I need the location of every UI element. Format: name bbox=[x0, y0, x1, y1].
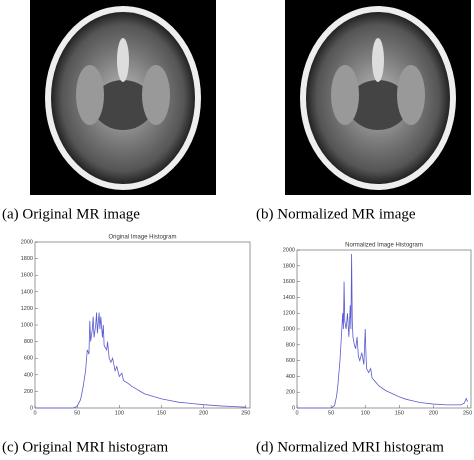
histogram-line bbox=[297, 253, 468, 409]
x-tick-label: 250 bbox=[463, 410, 472, 416]
x-tick-label: 150 bbox=[395, 410, 404, 416]
x-tick-label: 150 bbox=[157, 410, 166, 416]
chart-title: Normalized Image Histogram bbox=[345, 243, 423, 249]
x-tick-label: 200 bbox=[429, 410, 438, 416]
y-tick-label: 1200 bbox=[21, 306, 33, 312]
y-tick-label: 400 bbox=[24, 372, 33, 378]
y-tick-label: 600 bbox=[24, 356, 33, 362]
y-tick-label: 400 bbox=[286, 374, 295, 380]
image-caption: (b) Normalized MR image bbox=[256, 206, 416, 222]
y-tick-label: 0 bbox=[292, 405, 295, 411]
plot-frame bbox=[34, 241, 251, 409]
x-tick-label: 50 bbox=[328, 410, 334, 416]
y-tick-label: 1200 bbox=[283, 311, 295, 317]
chart-caption: (d) Normalized MRI histogram bbox=[256, 439, 444, 455]
x-tick-label: 100 bbox=[115, 410, 124, 416]
plot-frame bbox=[296, 249, 472, 409]
x-tick-label: 0 bbox=[33, 410, 36, 416]
y-tick-label: 200 bbox=[286, 390, 295, 396]
y-tick-label: 800 bbox=[286, 342, 295, 348]
y-tick-label: 1400 bbox=[283, 295, 295, 301]
y-tick-label: 1600 bbox=[21, 273, 33, 279]
y-tick-label: 200 bbox=[24, 389, 33, 395]
x-tick-label: 250 bbox=[241, 410, 250, 416]
y-tick-label: 0 bbox=[30, 405, 33, 411]
y-tick-label: 1800 bbox=[283, 263, 295, 269]
chart-title: Original Image Histogram bbox=[108, 235, 176, 241]
y-tick-label: 1800 bbox=[21, 256, 33, 262]
x-tick-label: 200 bbox=[199, 410, 208, 416]
y-tick-label: 1600 bbox=[283, 279, 295, 285]
y-tick-label: 1400 bbox=[21, 289, 33, 295]
y-tick-label: 2000 bbox=[21, 239, 33, 245]
y-tick-label: 1000 bbox=[283, 326, 295, 332]
image-caption: (a) Original MR image bbox=[2, 206, 140, 222]
mri-image bbox=[30, 0, 216, 195]
y-tick-label: 800 bbox=[24, 339, 33, 345]
histogram-line bbox=[35, 312, 246, 409]
y-tick-label: 2000 bbox=[283, 247, 295, 253]
x-tick-label: 50 bbox=[74, 410, 80, 416]
y-tick-label: 1000 bbox=[21, 322, 33, 328]
x-tick-label: 100 bbox=[361, 410, 370, 416]
x-tick-label: 0 bbox=[295, 410, 298, 416]
chart-caption: (c) Original MRI histogram bbox=[2, 439, 169, 455]
y-tick-label: 600 bbox=[286, 358, 295, 364]
mri-image bbox=[285, 0, 471, 195]
